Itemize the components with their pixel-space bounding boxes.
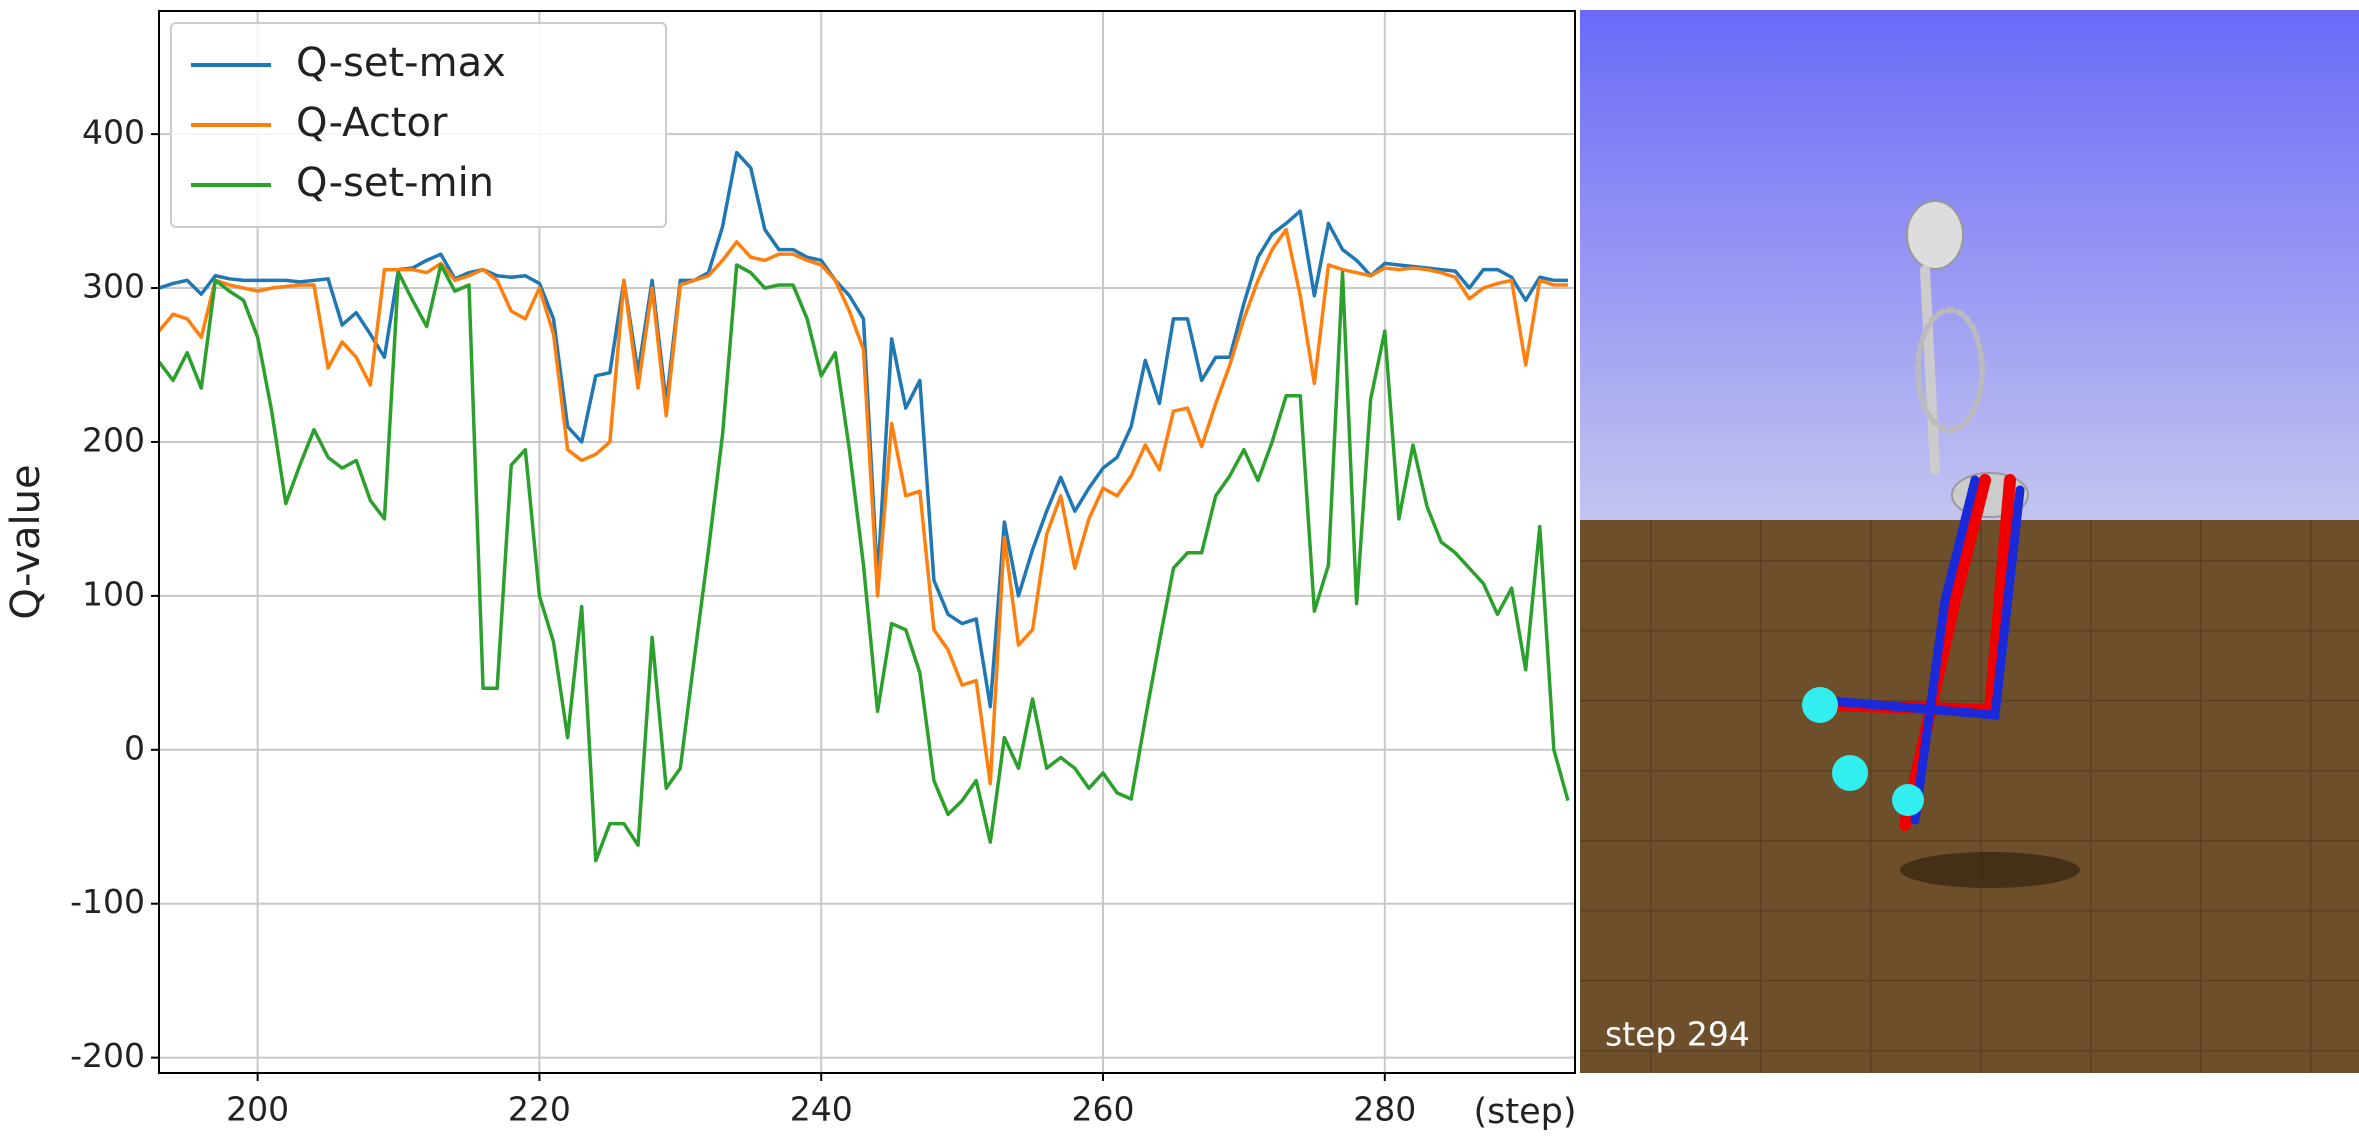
sky (1580, 10, 2359, 520)
plot-frame (158, 10, 1576, 1074)
plot: -200 -100 0 100 200 300 400 200 220 240 260 280 (ste… (3, 10, 1577, 1132)
y-tick-label: 200 (82, 420, 145, 459)
x-tick-label: 200 (226, 1090, 289, 1129)
y-tick-label: 100 (82, 574, 145, 613)
y-tick-label: 0 (124, 728, 145, 767)
x-axis-label: (step) (1473, 1092, 1576, 1132)
legend-label: Q-set-min (296, 160, 494, 206)
series-line (159, 150, 1568, 709)
y-axis-label: Q-value (3, 464, 49, 619)
series-line (159, 263, 1570, 863)
floor (1580, 520, 2359, 1073)
lines (159, 150, 1570, 863)
y-tick-label: -200 (70, 1036, 145, 1075)
shadow (1900, 852, 2080, 888)
y-tick-label: 300 (82, 267, 145, 306)
y-tick-label: 400 (82, 113, 145, 152)
legend-label: Q-set-max (296, 40, 506, 86)
skeleton (1802, 200, 2029, 831)
legend-label: Q-Actor (296, 100, 448, 146)
series-line (159, 227, 1568, 786)
x-tick-label: 240 (790, 1090, 853, 1129)
x-tick-label: 280 (1353, 1090, 1416, 1129)
sim-caption: step 294 (1605, 1015, 1750, 1054)
simulation-view: step 294 (1580, 10, 2359, 1073)
y-tick-label: -100 (70, 882, 145, 921)
x-tick-label: 260 (1072, 1090, 1135, 1129)
x-tick-label: 220 (508, 1090, 571, 1129)
legend-box (170, 22, 667, 228)
